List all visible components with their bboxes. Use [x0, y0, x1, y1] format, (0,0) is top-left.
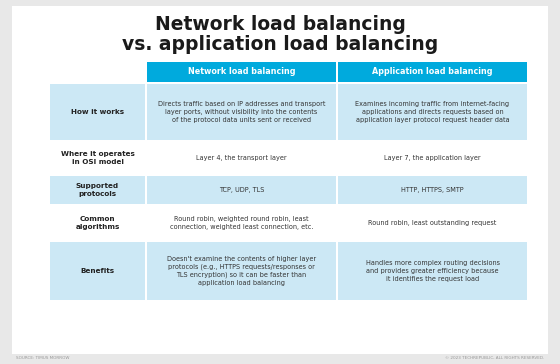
Text: HTTP, HTTPS, SMTP: HTTP, HTTPS, SMTP [401, 187, 464, 193]
Text: Where it operates
in OSI model: Where it operates in OSI model [60, 151, 134, 165]
FancyBboxPatch shape [50, 176, 145, 204]
Text: Examines incoming traffic from internet-facing
applications and directs requests: Examines incoming traffic from internet-… [356, 101, 510, 123]
FancyBboxPatch shape [50, 242, 145, 300]
Text: vs. application load balancing: vs. application load balancing [122, 35, 438, 54]
FancyBboxPatch shape [338, 176, 527, 204]
Text: Supported
protocols: Supported protocols [76, 183, 119, 197]
Text: © 2023 TECHREPUBLIC, ALL RIGHTS RESERVED.: © 2023 TECHREPUBLIC, ALL RIGHTS RESERVED… [445, 356, 544, 360]
FancyBboxPatch shape [50, 142, 145, 174]
FancyBboxPatch shape [50, 62, 145, 82]
Text: Network load balancing: Network load balancing [188, 67, 295, 76]
FancyBboxPatch shape [338, 206, 527, 240]
FancyBboxPatch shape [147, 206, 336, 240]
Text: TCP, UDP, TLS: TCP, UDP, TLS [219, 187, 264, 193]
FancyBboxPatch shape [147, 176, 336, 204]
FancyBboxPatch shape [338, 242, 527, 300]
Text: SOURCE: TIMUS MORROW: SOURCE: TIMUS MORROW [16, 356, 69, 360]
FancyBboxPatch shape [147, 84, 336, 140]
FancyBboxPatch shape [50, 84, 145, 140]
Text: Network load balancing: Network load balancing [155, 15, 405, 33]
Text: Directs traffic based on IP addresses and transport
layer ports, without visibil: Directs traffic based on IP addresses an… [158, 101, 325, 123]
Text: Common
algorithms: Common algorithms [75, 216, 120, 230]
FancyBboxPatch shape [147, 142, 336, 174]
Text: Benefits: Benefits [81, 268, 115, 274]
Text: Application load balancing: Application load balancing [372, 67, 493, 76]
Text: How it works: How it works [71, 109, 124, 115]
Text: Round robin, least outstanding request: Round robin, least outstanding request [368, 220, 497, 226]
FancyBboxPatch shape [147, 242, 336, 300]
FancyBboxPatch shape [338, 142, 527, 174]
FancyBboxPatch shape [50, 206, 145, 240]
Text: Round robin, weighted round robin, least
connection, weighted least connection, : Round robin, weighted round robin, least… [170, 216, 313, 230]
FancyBboxPatch shape [338, 62, 527, 82]
FancyBboxPatch shape [147, 62, 336, 82]
Text: Layer 4, the transport layer: Layer 4, the transport layer [196, 155, 287, 161]
Text: Doesn't examine the contents of higher layer
protocols (e.g., HTTPS requests/res: Doesn't examine the contents of higher l… [167, 256, 316, 286]
Text: Layer 7, the application layer: Layer 7, the application layer [384, 155, 481, 161]
FancyBboxPatch shape [338, 84, 527, 140]
FancyBboxPatch shape [12, 6, 548, 354]
Text: Handles more complex routing decisions
and provides greater efficiency because
i: Handles more complex routing decisions a… [366, 260, 500, 282]
